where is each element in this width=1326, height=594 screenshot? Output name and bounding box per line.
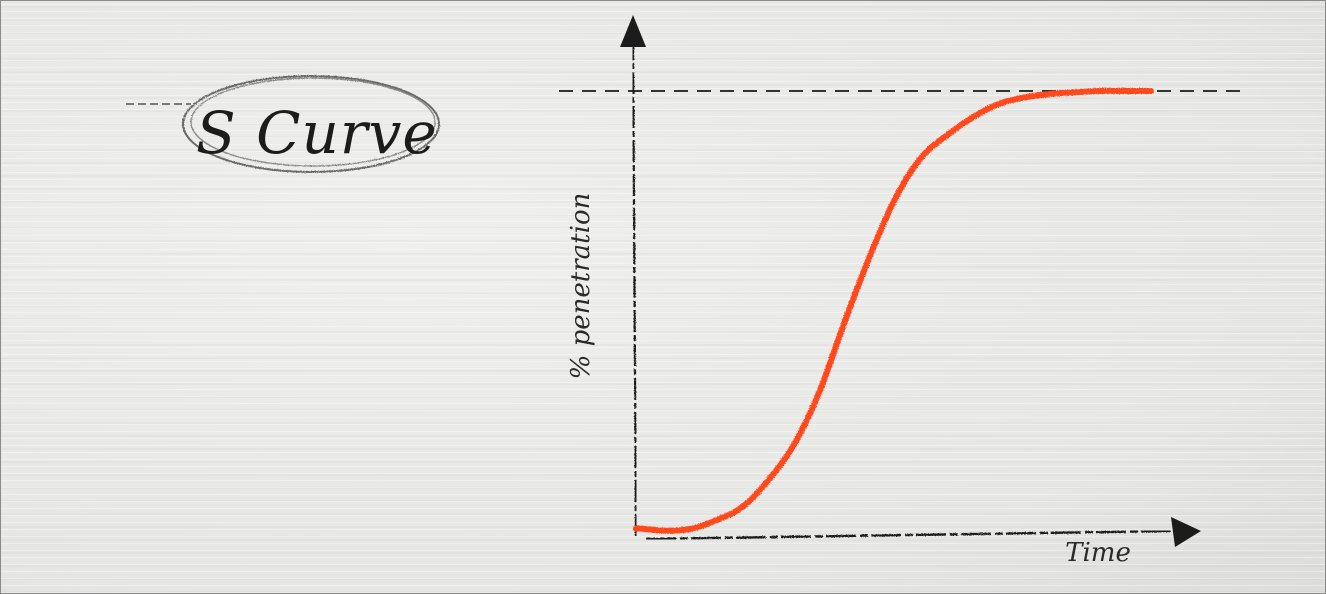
- x-axis: Time: [645, 517, 1201, 568]
- y-axis-label: % penetration: [566, 193, 596, 380]
- x-axis-label: Time: [1065, 538, 1131, 568]
- series-layer: [632, 87, 1154, 534]
- chart-title: S Curve: [196, 99, 438, 167]
- y-axis-line: [631, 40, 638, 537]
- series-line-0: [632, 87, 1154, 534]
- x-axis-line: [645, 529, 1174, 541]
- title-ellipse-inner: [190, 77, 436, 167]
- y-axis: % penetration: [566, 15, 646, 537]
- title-ellipse: [182, 75, 440, 173]
- title-badge: S Curve: [126, 75, 440, 173]
- x-axis-arrow: [1171, 517, 1201, 547]
- y-axis-arrow: [620, 15, 646, 47]
